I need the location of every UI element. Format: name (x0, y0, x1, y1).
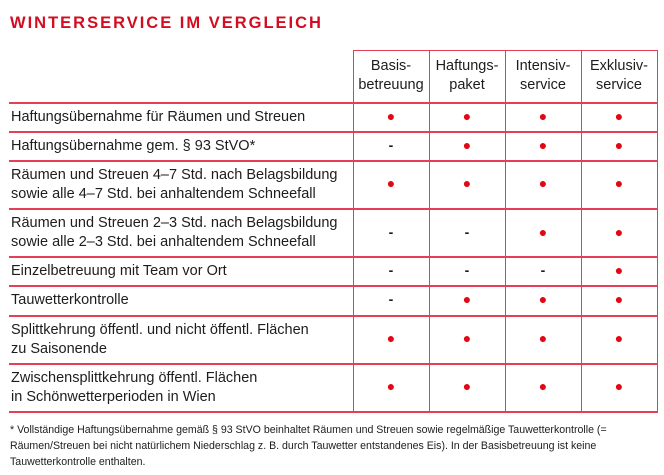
value-cell: - (504, 256, 582, 288)
value-cell: ● (504, 285, 582, 317)
not-included-dash: - (464, 223, 470, 240)
value-cell: - (352, 130, 430, 162)
service-label: Tauwetterkontrolle (9, 285, 353, 317)
included-dot-icon: ● (614, 330, 624, 347)
service-label: Einzelbetreuung mit Team vor Ort (9, 256, 353, 288)
value-cell: - (352, 285, 430, 317)
included-dot-icon: ● (462, 378, 472, 395)
included-dot-icon: ● (614, 136, 624, 153)
included-dot-icon: ● (614, 378, 624, 395)
included-dot-icon: ● (614, 107, 624, 124)
value-cell: ● (580, 207, 658, 259)
value-cell: ● (352, 159, 430, 211)
table-row: Räumen und Streuen 4–7 Std. nach Belagsb… (9, 159, 658, 211)
value-cell: ● (428, 101, 506, 133)
value-cell: ● (504, 159, 582, 211)
value-cell: ● (352, 101, 430, 133)
value-cell: ● (428, 285, 506, 317)
included-dot-icon: ● (538, 291, 548, 308)
header-corner-cell (9, 50, 353, 104)
value-cell: ● (428, 314, 506, 365)
not-included-dash: - (388, 223, 394, 240)
value-cell: ● (580, 285, 658, 317)
comparison-table: Basis- betreuung Haftungs- paket Intensiv-… (9, 50, 658, 414)
included-dot-icon: ● (386, 107, 396, 124)
included-dot-icon: ● (462, 175, 472, 192)
value-cell: ● (580, 256, 658, 288)
included-dot-icon: ● (462, 330, 472, 347)
table-row: Einzelbetreuung mit Team vor Ort - - - ● (9, 256, 658, 288)
table-row: Splittkehrung öffentl. und nicht öffentl… (9, 314, 658, 365)
value-cell: - (428, 256, 506, 288)
value-cell: ● (580, 159, 658, 211)
value-cell: - (352, 207, 430, 259)
service-label: Zwischensplittkehrung öffentl. Flächen i… (9, 362, 353, 414)
included-dot-icon: ● (538, 107, 548, 124)
value-cell: - (352, 256, 430, 288)
header-row: Basis- betreuung Haftungs- paket Intensiv-… (9, 50, 658, 104)
not-included-dash: - (388, 136, 394, 153)
table-row: Haftungsübernahme für Räumen und Streuen… (9, 101, 658, 133)
included-dot-icon: ● (538, 330, 548, 347)
included-dot-icon: ● (462, 291, 472, 308)
column-header: Haftungs- paket (428, 50, 506, 104)
value-cell: ● (580, 130, 658, 162)
value-cell: - (428, 207, 506, 259)
included-dot-icon: ● (614, 262, 624, 279)
included-dot-icon: ● (538, 378, 548, 395)
value-cell: ● (504, 314, 582, 365)
included-dot-icon: ● (538, 223, 548, 240)
service-label: Splittkehrung öffentl. und nicht öffentl… (9, 314, 353, 365)
not-included-dash: - (388, 262, 394, 279)
column-header: Exklusiv- service (580, 50, 658, 104)
not-included-dash: - (464, 262, 470, 279)
included-dot-icon: ● (386, 175, 396, 192)
not-included-dash: - (540, 262, 546, 279)
column-header: Basis- betreuung (352, 50, 430, 104)
value-cell: ● (352, 314, 430, 365)
included-dot-icon: ● (538, 175, 548, 192)
included-dot-icon: ● (462, 136, 472, 153)
table-row: Tauwetterkontrolle - ● ● ● (9, 285, 658, 317)
not-included-dash: - (388, 291, 394, 308)
value-cell: ● (428, 130, 506, 162)
service-label: Haftungsübernahme für Räumen und Streuen (9, 101, 353, 133)
included-dot-icon: ● (386, 330, 396, 347)
value-cell: ● (428, 159, 506, 211)
table-row: Zwischensplittkehrung öffentl. Flächen i… (9, 362, 658, 414)
value-cell: ● (580, 314, 658, 365)
included-dot-icon: ● (614, 175, 624, 192)
table-row: Haftungsübernahme gem. § 93 StVO* - ● ● ● (9, 130, 658, 162)
value-cell: ● (504, 362, 582, 414)
service-label: Haftungsübernahme gem. § 93 StVO* (9, 130, 353, 162)
value-cell: ● (504, 207, 582, 259)
service-label: Räumen und Streuen 2–3 Std. nach Belagsb… (9, 207, 353, 259)
footnote: * Vollständige Haftungsübernahme gemäß §… (10, 424, 607, 468)
included-dot-icon: ● (614, 291, 624, 308)
included-dot-icon: ● (538, 136, 548, 153)
value-cell: ● (504, 101, 582, 133)
column-header: Intensiv- service (504, 50, 582, 104)
page-title: WINTERSERVICE IM VERGLEICH (10, 14, 323, 32)
value-cell: ● (580, 101, 658, 133)
included-dot-icon: ● (614, 223, 624, 240)
value-cell: ● (580, 362, 658, 414)
included-dot-icon: ● (462, 107, 472, 124)
value-cell: ● (428, 362, 506, 414)
value-cell: ● (504, 130, 582, 162)
value-cell: ● (352, 362, 430, 414)
table-row: Räumen und Streuen 2–3 Std. nach Belagsb… (9, 207, 658, 259)
included-dot-icon: ● (386, 378, 396, 395)
service-label: Räumen und Streuen 4–7 Std. nach Belagsb… (9, 159, 353, 211)
